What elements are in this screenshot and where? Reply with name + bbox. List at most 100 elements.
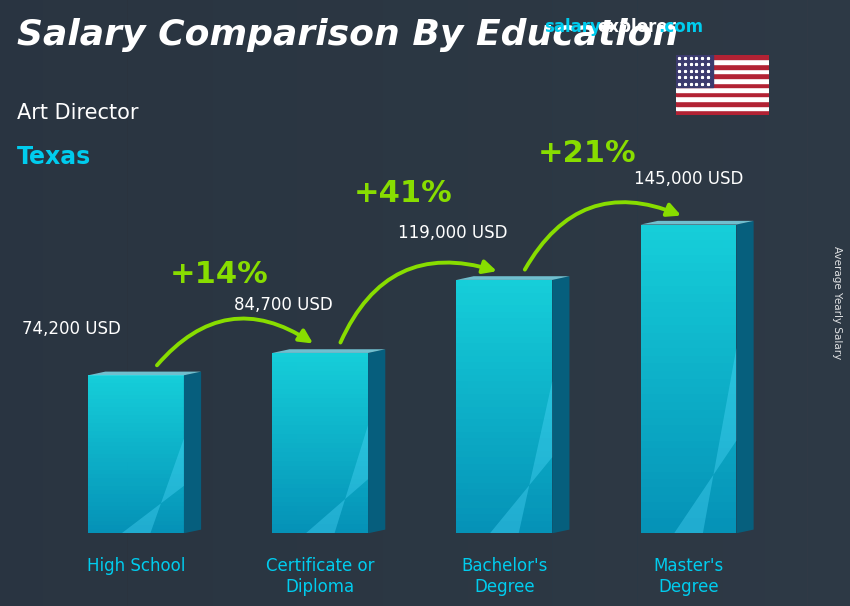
Bar: [456, 381, 552, 388]
Bar: [88, 442, 184, 447]
Bar: [641, 310, 736, 317]
Bar: [88, 466, 184, 470]
Text: Salary Comparison By Education: Salary Comparison By Education: [17, 18, 678, 52]
Bar: [641, 317, 736, 325]
Bar: [641, 502, 736, 510]
Text: 119,000 USD: 119,000 USD: [398, 224, 507, 242]
Bar: [456, 407, 552, 413]
Bar: [88, 427, 184, 431]
Text: +14%: +14%: [169, 259, 269, 288]
Text: explorer: explorer: [598, 18, 677, 36]
Polygon shape: [88, 371, 201, 375]
Bar: [88, 450, 184, 454]
Bar: [88, 474, 184, 478]
Bar: [272, 506, 368, 511]
Bar: [676, 82, 769, 87]
Bar: [456, 514, 552, 521]
Bar: [88, 423, 184, 427]
Bar: [676, 73, 769, 78]
Bar: [641, 341, 736, 348]
Bar: [456, 280, 552, 286]
Bar: [641, 518, 736, 525]
Bar: [456, 375, 552, 381]
Bar: [272, 362, 368, 367]
Bar: [456, 451, 552, 458]
Bar: [272, 493, 368, 497]
Bar: [272, 470, 368, 474]
Bar: [676, 101, 769, 106]
Bar: [88, 399, 184, 403]
Bar: [272, 416, 368, 421]
Bar: [272, 484, 368, 488]
Bar: [272, 439, 368, 443]
Bar: [641, 479, 736, 487]
Bar: [272, 380, 368, 384]
Bar: [272, 371, 368, 376]
Bar: [641, 425, 736, 433]
Bar: [641, 395, 736, 402]
Bar: [88, 447, 184, 450]
Text: Art Director: Art Director: [17, 103, 139, 123]
Bar: [676, 87, 769, 92]
Bar: [641, 271, 736, 279]
Bar: [456, 489, 552, 495]
Bar: [272, 461, 368, 465]
Bar: [641, 510, 736, 518]
Text: Average Yearly Salary: Average Yearly Salary: [832, 247, 842, 359]
Bar: [456, 527, 552, 533]
Bar: [676, 55, 713, 87]
Bar: [641, 255, 736, 263]
Bar: [456, 388, 552, 394]
Bar: [272, 448, 368, 452]
Bar: [641, 433, 736, 441]
Bar: [88, 505, 184, 510]
Bar: [456, 470, 552, 476]
Bar: [456, 400, 552, 407]
Bar: [272, 376, 368, 380]
Bar: [456, 476, 552, 482]
Bar: [272, 488, 368, 493]
Bar: [88, 529, 184, 533]
Bar: [272, 407, 368, 411]
Bar: [456, 318, 552, 324]
Bar: [456, 286, 552, 293]
Bar: [272, 529, 368, 533]
Text: Master's
Degree: Master's Degree: [654, 557, 723, 596]
Bar: [88, 379, 184, 383]
Text: 84,700 USD: 84,700 USD: [234, 296, 332, 315]
Bar: [272, 425, 368, 430]
Bar: [88, 411, 184, 415]
Bar: [676, 96, 769, 101]
Bar: [641, 279, 736, 286]
Bar: [641, 487, 736, 494]
Bar: [641, 240, 736, 248]
Bar: [272, 411, 368, 416]
Bar: [88, 407, 184, 411]
Bar: [641, 371, 736, 379]
Bar: [456, 394, 552, 400]
Bar: [88, 518, 184, 521]
Bar: [88, 490, 184, 494]
Text: +41%: +41%: [354, 179, 452, 208]
Bar: [456, 343, 552, 350]
Bar: [88, 439, 184, 442]
Polygon shape: [306, 425, 368, 533]
Bar: [272, 398, 368, 402]
Text: .com: .com: [659, 18, 704, 36]
Bar: [641, 402, 736, 410]
Text: Bachelor's
Degree: Bachelor's Degree: [462, 557, 547, 596]
Bar: [641, 302, 736, 310]
Bar: [272, 511, 368, 515]
Bar: [456, 464, 552, 470]
Bar: [676, 55, 769, 59]
Text: Certificate or
Diploma: Certificate or Diploma: [266, 557, 374, 596]
Text: 74,200 USD: 74,200 USD: [22, 320, 121, 338]
Bar: [676, 110, 769, 115]
Bar: [272, 384, 368, 389]
Polygon shape: [490, 381, 552, 533]
Bar: [272, 353, 368, 358]
Bar: [641, 333, 736, 341]
Polygon shape: [736, 221, 754, 533]
Bar: [641, 294, 736, 302]
Bar: [641, 456, 736, 464]
